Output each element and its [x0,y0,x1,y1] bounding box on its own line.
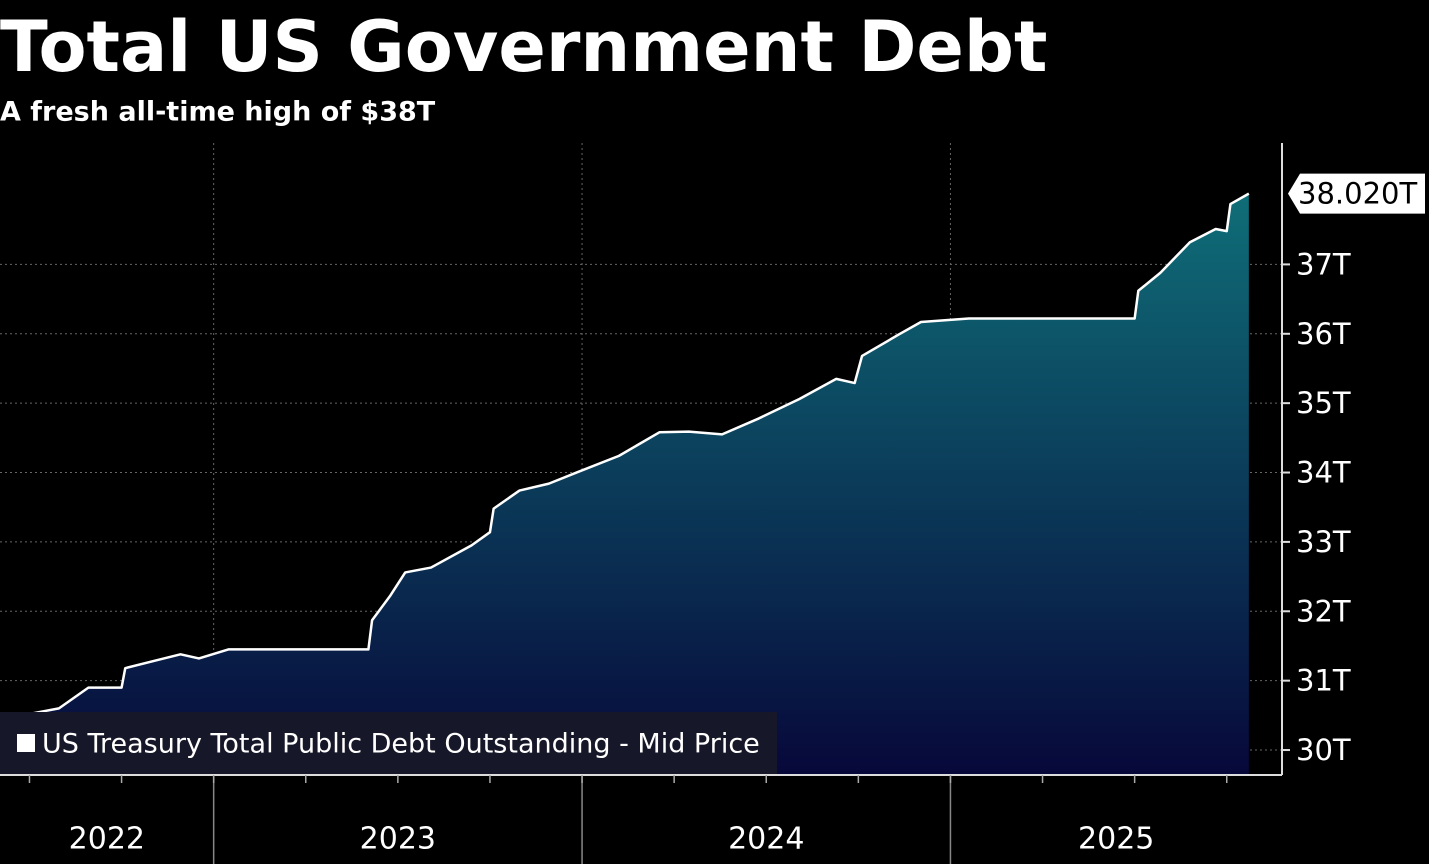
y-tick-label: 31T [1296,664,1351,698]
y-tick-label: 34T [1296,456,1351,490]
x-tick-label: 2023 [360,822,436,857]
line [0,192,1250,722]
last-value-label: 38.020T [1298,177,1417,211]
y-tick-label: 35T [1296,386,1351,420]
chart-title: Total US Government Debt [0,6,1047,88]
y-tick-label: 37T [1296,247,1351,281]
y-tick-label: 36T [1296,317,1351,351]
last-value-tag [1288,173,1425,214]
chart-subtitle: A fresh all-time high of $38T [0,97,436,128]
legend-swatch [17,734,35,752]
legend-box [0,712,777,774]
area-fill [0,193,1249,775]
y-tick-label: 32T [1296,594,1351,628]
x-tick-label: 2022 [69,822,145,857]
y-tick-label: 33T [1296,525,1351,559]
legend-label: US Treasury Total Public Debt Outstandin… [42,729,760,760]
x-tick-label: 2024 [728,822,804,857]
x-tick-label: 2025 [1078,822,1154,857]
y-tick-label: 30T [1296,733,1351,767]
